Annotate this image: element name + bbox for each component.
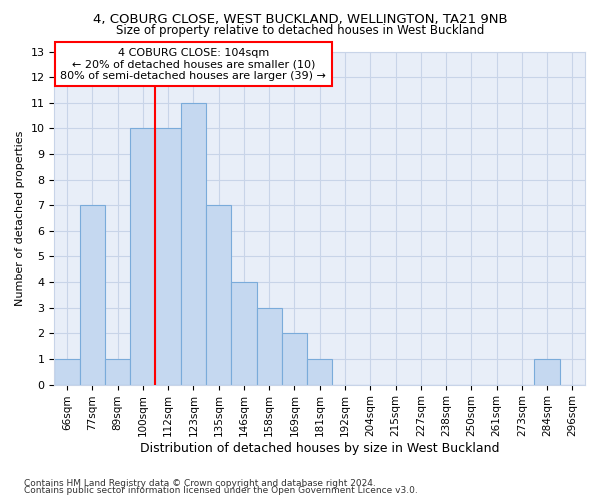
X-axis label: Distribution of detached houses by size in West Buckland: Distribution of detached houses by size … bbox=[140, 442, 499, 455]
Bar bbox=[80, 205, 105, 384]
Bar bbox=[105, 359, 130, 384]
Y-axis label: Number of detached properties: Number of detached properties bbox=[15, 130, 25, 306]
Bar bbox=[282, 334, 307, 384]
Text: Contains public sector information licensed under the Open Government Licence v3: Contains public sector information licen… bbox=[24, 486, 418, 495]
Text: Contains HM Land Registry data © Crown copyright and database right 2024.: Contains HM Land Registry data © Crown c… bbox=[24, 478, 376, 488]
Text: Size of property relative to detached houses in West Buckland: Size of property relative to detached ho… bbox=[116, 24, 484, 37]
Bar bbox=[181, 102, 206, 384]
Text: 4 COBURG CLOSE: 104sqm
← 20% of detached houses are smaller (10)
80% of semi-det: 4 COBURG CLOSE: 104sqm ← 20% of detached… bbox=[61, 48, 326, 81]
Bar bbox=[155, 128, 181, 384]
Bar bbox=[130, 128, 155, 384]
Bar bbox=[257, 308, 282, 384]
Bar bbox=[535, 359, 560, 384]
Bar bbox=[307, 359, 332, 384]
Bar bbox=[55, 359, 80, 384]
Bar bbox=[231, 282, 257, 384]
Text: 4, COBURG CLOSE, WEST BUCKLAND, WELLINGTON, TA21 9NB: 4, COBURG CLOSE, WEST BUCKLAND, WELLINGT… bbox=[92, 12, 508, 26]
Bar bbox=[206, 205, 231, 384]
